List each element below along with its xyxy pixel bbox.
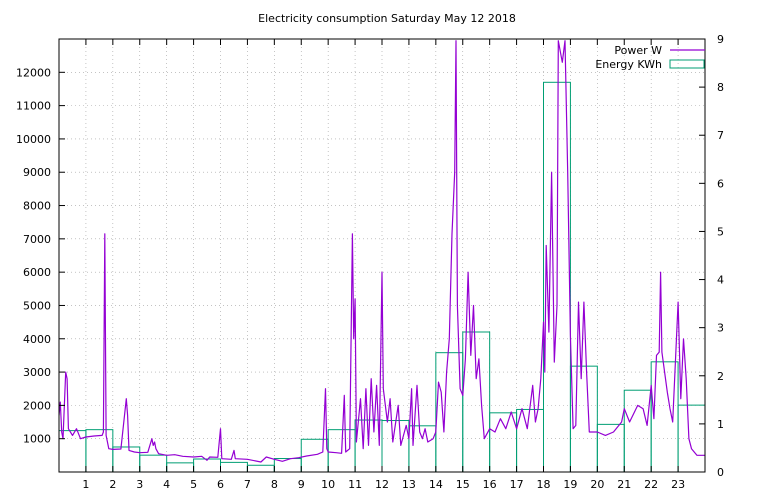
power-line [59,40,705,463]
x-tick-label: 22 [644,478,658,491]
x-tick-label: 11 [348,478,362,491]
energy-bar [112,446,141,472]
y-left-tick-label: 1000 [23,433,51,446]
x-tick-label: 14 [429,478,443,491]
x-tick-label: 17 [510,478,524,491]
energy-bar [569,365,598,472]
chart-title: Electricity consumption Saturday May 12 … [258,12,516,25]
y-right-tick-label: 4 [717,274,724,287]
x-tick-label: 23 [671,478,685,491]
axes-layer: 1 2 3 4 5 6 7 8 9 10 11 12 13 14 15 16 17 18 19 20 21 22 23100… [16,33,724,491]
y-right-tick-label: 1 [717,418,724,431]
x-tick-label: 2 [109,478,116,491]
legend-swatch-box [669,59,705,69]
legend-label: Energy KWh [595,58,662,71]
x-tick-label: 3 [136,478,143,491]
x-tick-label: 6 [217,478,224,491]
x-tick-label: 8 [271,478,278,491]
y-left-tick-label: 2000 [23,399,51,412]
energy-bar [139,454,168,472]
x-tick-label: 5 [190,478,197,491]
x-tick-label: 15 [456,478,470,491]
energy-bar [516,408,544,472]
x-tick-label: 1 [82,478,89,491]
y-right-tick-label: 9 [717,33,724,46]
y-right-tick-label: 3 [717,322,724,335]
x-tick-label: 4 [163,478,170,491]
x-tick-label: 20 [590,478,604,491]
y-right-tick-label: 5 [717,225,724,238]
power-line-layer [59,40,705,463]
y-right-tick-label: 6 [717,177,724,190]
y-left-tick-label: 8000 [23,200,51,213]
y-left-tick-label: 4000 [23,333,51,346]
x-tick-label: 13 [402,478,416,491]
y-right-tick-label: 7 [717,129,724,142]
energy-bar [300,438,329,472]
energy-bar [623,389,652,472]
y-left-tick-label: 11000 [16,100,51,113]
y-left-tick-label: 9000 [23,166,51,179]
y-right-tick-label: 8 [717,81,724,94]
energy-bar [246,464,275,472]
x-tick-label: 16 [483,478,497,491]
energy-bar [193,458,221,472]
y-left-tick-label: 12000 [16,66,51,79]
energy-bar [596,423,625,472]
energy-bar [220,461,248,472]
energy-bar [543,81,571,472]
x-tick-label: 10 [321,478,335,491]
grid-layer [59,39,705,472]
y-left-tick-label: 10000 [16,133,51,146]
energy-bar [435,352,464,472]
y-left-tick-label: 5000 [23,299,51,312]
legend-label: Power W [614,44,662,57]
y-left-tick-label: 3000 [23,366,51,379]
y-right-tick-label: 2 [717,370,724,383]
x-tick-label: 12 [375,478,389,491]
x-tick-label: 7 [244,478,251,491]
y-left-tick-label: 7000 [23,233,51,246]
x-tick-label: 21 [617,478,631,491]
y-right-tick-label: 0 [717,466,724,479]
x-tick-label: 19 [563,478,577,491]
energy-bar [166,462,195,472]
energy-bar [462,331,491,472]
x-tick-label: 18 [537,478,551,491]
energy-bar [489,412,518,472]
x-tick-label: 9 [298,478,305,491]
y-left-tick-label: 6000 [23,266,51,279]
